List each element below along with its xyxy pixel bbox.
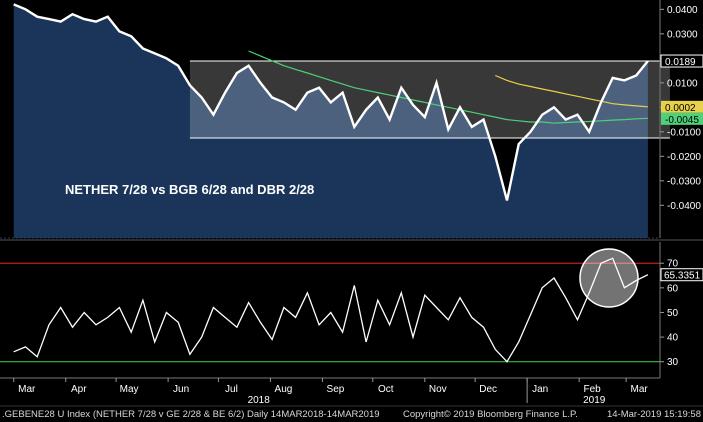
last-value-label: 0.0189 xyxy=(665,57,696,68)
y-tick-label: 0.0400 xyxy=(667,5,698,16)
x-axis: Mar Apr May Jun Jul Aug Sep Oct Nov Dec Jan Feb Mar 2… xyxy=(0,377,660,406)
y-tick-label: -0.0200 xyxy=(667,152,701,163)
x-tick-label: Nov xyxy=(429,384,447,395)
last-value-badge xyxy=(661,100,703,113)
footer-timestamp: 14-Mar-2019 15:19:58 xyxy=(607,409,701,420)
x-tick-label: Mar xyxy=(18,384,36,395)
y-tick-label: 60 xyxy=(667,283,679,294)
spread-panel: NETHER 7/28 vs BGB 6/28 and DBR 2/28 xyxy=(0,3,670,239)
footer-index-label: .GEBENE28 U Index (NETHER 7/28 v GE 2/28… xyxy=(2,409,380,420)
chart-annotation: NETHER 7/28 vs BGB 6/28 and DBR 2/28 xyxy=(65,182,314,197)
rsi-panel xyxy=(0,239,703,363)
footer-copyright: Copyright© 2019 Bloomberg Finance L.P. xyxy=(403,409,578,420)
y-tick-label: 50 xyxy=(667,308,679,319)
y-tick-label: -0.0400 xyxy=(667,201,701,212)
rsi-line xyxy=(13,257,649,363)
last-value-label: 0.0002 xyxy=(665,103,696,114)
x-tick-label: Aug xyxy=(275,384,293,395)
spread-y-axis: 0.04000.03000.02000.01000.0000-0.0100-0.… xyxy=(659,0,703,238)
x-tick-label: Apr xyxy=(71,384,87,395)
y-tick-label: 0.0300 xyxy=(667,29,698,40)
spread-line xyxy=(13,3,649,201)
x-tick-label: Jan xyxy=(532,384,548,395)
y-tick-label: -0.0300 xyxy=(667,176,701,187)
x-year-label: 2019 xyxy=(583,395,606,406)
rsi-series xyxy=(13,257,649,363)
y-tick-label: 30 xyxy=(667,357,679,368)
x-tick-label: Jun xyxy=(173,384,189,395)
x-tick-label: Jul xyxy=(225,384,238,395)
x-tick-label: Oct xyxy=(378,384,394,395)
x-tick-label: Dec xyxy=(479,384,497,395)
last-value-label: -0.0045 xyxy=(665,115,699,126)
spread-series xyxy=(13,3,649,201)
y-tick-label: 0.0100 xyxy=(667,78,698,89)
short-moving-average-line xyxy=(495,74,648,108)
x-tick-label: May xyxy=(120,384,139,395)
last-value-badge xyxy=(661,112,703,125)
rsi-y-axis: 70 60 50 40 30 65.3351 xyxy=(659,242,703,378)
x-tick-label: Sep xyxy=(327,384,345,395)
x-year-label: 2018 xyxy=(248,395,271,406)
y-tick-label: -0.0100 xyxy=(667,127,701,138)
last-value-badge xyxy=(660,54,703,68)
y-tick-label: 40 xyxy=(667,333,679,344)
highlight-circle xyxy=(579,248,639,308)
last-value-label: 65.3351 xyxy=(664,271,701,282)
y-tick-label: 70 xyxy=(667,259,679,270)
last-value-badge xyxy=(660,268,703,282)
x-tick-label: Feb xyxy=(584,384,602,395)
x-tick-label: Mar xyxy=(631,384,649,395)
